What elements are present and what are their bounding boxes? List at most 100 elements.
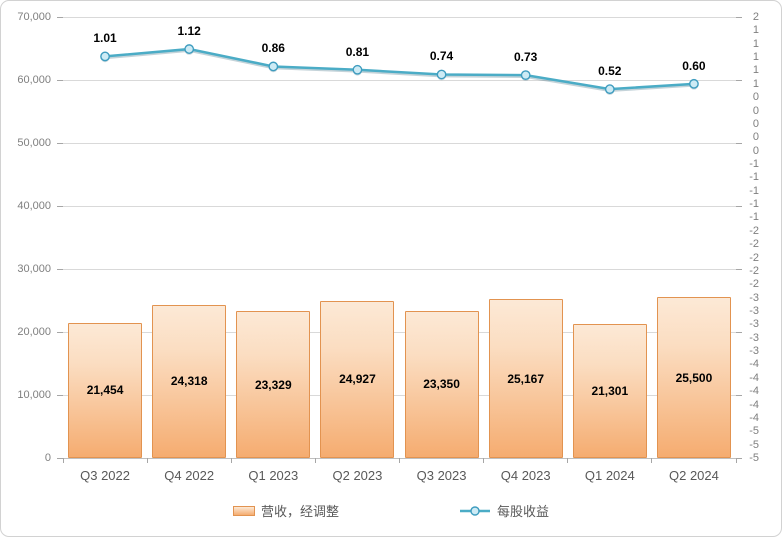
right-axis-label: 1: [752, 77, 759, 90]
eps-data-label: 1.01: [93, 31, 117, 46]
right-axis-label: -1: [749, 184, 759, 197]
legend-item-eps: 每股收益: [459, 501, 549, 520]
revenue-bar: [404, 310, 479, 458]
revenue-bar: [488, 299, 563, 458]
right-axis-label: -3: [749, 331, 759, 344]
revenue-bar: [656, 297, 731, 458]
right-axis-label: -2: [749, 251, 759, 264]
gridline: [63, 79, 736, 81]
gridline: [63, 394, 736, 396]
right-axis-label: -5: [749, 452, 759, 464]
gridline: [63, 331, 736, 333]
eps-data-label: 0.86: [261, 41, 285, 56]
gridline: [63, 268, 736, 270]
eps-data-label: 0.73: [514, 50, 538, 65]
legend-label-eps: 每股收益: [497, 504, 550, 519]
left-axis-label: 30,000: [17, 263, 51, 275]
right-axis-label: -4: [749, 358, 759, 371]
right-axis-label: -4: [749, 398, 759, 411]
x-axis-label: Q4 2023: [500, 468, 551, 483]
right-axis-label: 0: [752, 117, 759, 130]
eps-line-swatch-icon: [460, 505, 490, 516]
gridline: [63, 205, 736, 207]
bar-data-label: 21,454: [86, 383, 124, 398]
left-axis-tick: [57, 394, 63, 396]
x-axis-label: Q3 2022: [80, 468, 130, 483]
right-axis-label: 0: [752, 144, 759, 157]
category-boundary-tick: [62, 458, 64, 463]
right-axis-label: -1: [749, 158, 759, 170]
right-axis-label: -1: [749, 211, 759, 224]
bar-data-label: 23,329: [254, 377, 292, 392]
bar-data-label: 21,301: [591, 383, 629, 398]
right-axis-label: -3: [749, 291, 759, 304]
bar-data-label: 25,500: [675, 370, 713, 385]
right-axis-tick: [736, 142, 742, 144]
eps-data-label: 0.60: [682, 58, 706, 73]
category-boundary-tick: [146, 458, 148, 463]
x-axis-label: Q2 2023: [332, 468, 383, 483]
right-axis-label: -1: [749, 171, 759, 184]
right-axis-tick: [736, 268, 742, 270]
right-axis-label: -2: [749, 238, 759, 251]
left-axis-tick: [57, 331, 63, 333]
legend-label-revenue: 营收，经调整: [260, 504, 339, 519]
category-boundary-tick: [651, 458, 653, 463]
right-axis-tick: [736, 16, 742, 18]
left-axis-label: 50,000: [17, 137, 51, 149]
right-axis-label: -4: [749, 411, 759, 424]
right-axis-tick: [736, 457, 742, 459]
gridline: [63, 16, 736, 18]
right-axis-label: -3: [749, 305, 759, 317]
bar-data-label: 23,350: [423, 377, 460, 392]
right-axis-label: 1: [752, 64, 759, 77]
right-axis-tick: [736, 205, 742, 207]
left-axis-tick: [57, 205, 63, 207]
x-axis-label: Q4 2022: [164, 468, 215, 483]
category-boundary-tick: [399, 458, 400, 463]
revenue-bar: [152, 304, 227, 458]
x-axis-label: Q3 2023: [416, 468, 467, 483]
left-axis-label: 40,000: [17, 200, 51, 212]
right-axis-tick: [736, 79, 742, 81]
left-axis-tick: [57, 142, 63, 144]
left-axis-tick: [57, 457, 63, 459]
x-axis-label: Q2 2024: [669, 468, 719, 483]
eps-data-label: 0.81: [345, 44, 370, 59]
category-boundary-tick: [735, 458, 737, 463]
revenue-bar: [320, 300, 395, 458]
bar-data-label: 24,318: [170, 374, 208, 389]
left-axis-label: 20,000: [17, 326, 51, 338]
gridline: [63, 142, 736, 144]
category-boundary-tick: [483, 458, 485, 463]
left-axis-label: 0: [44, 452, 51, 464]
left-axis-tick: [57, 16, 63, 18]
x-axis-label: Q1 2024: [584, 468, 635, 483]
bar-data-label: 24,927: [339, 372, 376, 387]
left-axis-label: 70,000: [17, 11, 51, 23]
right-axis-label: -2: [749, 224, 759, 237]
bar-data-label: 25,167: [507, 371, 545, 386]
left-axis-label: 10,000: [17, 389, 51, 401]
legend-item-revenue: 营收，经调整: [232, 501, 339, 520]
right-axis-label: -5: [749, 438, 759, 451]
eps-data-label: 0.52: [598, 64, 622, 79]
chart-legend: 营收，经调整 每股收益: [1, 501, 781, 520]
eps-data-label: 1.12: [177, 24, 201, 39]
right-axis-label: 2: [752, 11, 759, 23]
right-axis-label: -4: [749, 385, 759, 398]
revenue-bar: [68, 322, 143, 458]
right-axis-label: -2: [749, 264, 759, 277]
right-axis-tick: [736, 331, 742, 333]
right-axis-label: 1: [752, 51, 759, 64]
left-axis-label: 60,000: [17, 74, 51, 86]
left-axis-tick: [57, 79, 63, 81]
right-axis-label: -4: [749, 371, 759, 384]
right-axis-label: -3: [749, 345, 759, 358]
right-axis-label: 0: [752, 104, 759, 117]
revenue-bar: [236, 311, 311, 458]
right-axis-label: -3: [749, 318, 759, 331]
right-axis-label: 0: [752, 131, 759, 144]
x-axis-label: Q1 2023: [248, 468, 299, 483]
